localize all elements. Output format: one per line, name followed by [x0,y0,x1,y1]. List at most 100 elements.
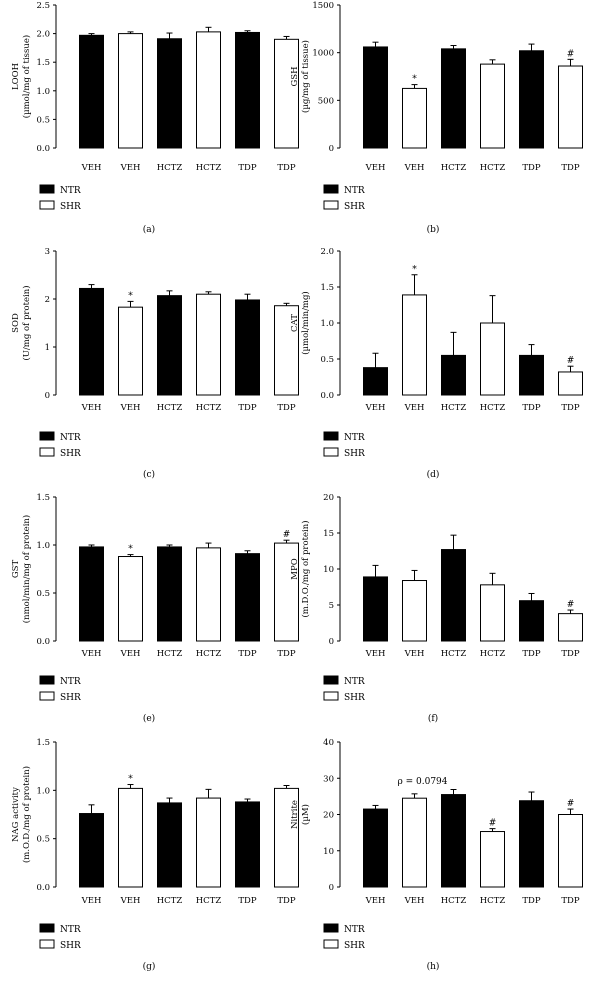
panel-label: (c) [143,469,155,480]
bar [441,354,466,396]
y-tick-label: 30 [323,774,334,784]
panel-label: (h) [427,961,440,972]
bar [274,542,299,642]
panel-label: (a) [143,224,155,235]
legend-swatch-ntr [39,184,55,194]
bar [235,31,260,149]
x-tick-label: TDP [522,403,540,413]
bar [118,556,143,642]
x-tick-label: VEH [81,649,102,659]
x-tick-label: TDP [522,649,540,659]
x-tick-label: TDP [277,649,295,659]
y-tick-label: 0.0 [36,637,50,647]
y-tick-label: 0.5 [36,115,50,125]
panel-label: (f) [428,713,438,724]
x-tick-label: TDP [277,403,295,413]
y-tick-label: 0.5 [36,589,50,599]
bar [157,802,182,888]
legend-swatch-ntr [39,675,55,685]
y-tick-label: 1.5 [36,493,50,503]
legend-swatch-ntr [323,184,339,194]
significance-mark: * [412,75,417,85]
y-tick-label: 1.5 [36,58,50,68]
bar [441,794,466,888]
bar [402,580,427,642]
bar [235,553,260,642]
x-tick-label: TDP [277,163,295,173]
y-tick-label: 1.0 [320,319,334,329]
x-tick-label: VEH [404,403,425,413]
legend-label-shr: SHR [344,449,365,459]
y-tick-label: 0.0 [320,391,334,401]
x-tick-label: VEH [365,403,386,413]
legend-label-shr: SHR [60,449,81,459]
y-tick-label: 0.0 [36,883,50,893]
x-tick-label: TDP [238,163,256,173]
x-tick-label: HCTZ [441,403,467,413]
bar [480,584,505,642]
legend-swatch-shr [39,939,55,949]
bar [235,801,260,888]
y-axis-label: MPO [290,558,300,579]
x-tick-label: HCTZ [480,403,506,413]
legend-swatch-shr [39,200,55,210]
bar [402,87,427,149]
legend-swatch-shr [39,691,55,701]
x-tick-label: VEH [404,163,425,173]
x-tick-label: HCTZ [157,403,183,413]
y-tick-label: 0 [329,883,334,893]
x-tick-label: VEH [120,163,141,173]
bar [196,293,221,396]
legend-label-shr: SHR [60,693,81,703]
chart-panel-e: 0.0 0.5 1.0 1.5 GST (nmol/min/mg of protein) V… [11,493,299,724]
chart-panel-b: 0 500 1000 1500 GSH (µg/mg of tissue) VEH * VEH H… [290,1,583,235]
legend-label-shr: SHR [344,693,365,703]
y-axis-label: SOD [11,313,21,333]
x-tick-label: HCTZ [480,163,506,173]
bar [480,322,505,396]
y-axis-unit-label: (m.O.D./mg of protein) [21,766,32,863]
x-tick-label: TDP [277,896,295,906]
legend-swatch-ntr [39,923,55,933]
p-value-annotation: ρ = 0.0794 [397,777,447,787]
x-tick-label: VEH [120,896,141,906]
x-tick-label: TDP [561,896,579,906]
bar [519,50,544,149]
significance-mark: # [567,49,575,59]
y-axis-label: NAG activity [11,787,21,842]
bar [558,371,583,396]
y-tick-label: 20 [323,811,334,821]
x-tick-label: HCTZ [157,649,183,659]
bar [157,38,182,149]
y-tick-label: 5 [329,601,334,611]
panel-label: (b) [427,224,440,235]
bar [235,299,260,396]
legend-label-shr: SHR [60,202,81,212]
bar [558,613,583,642]
x-tick-label: HCTZ [157,163,183,173]
panel-label: (d) [427,469,440,480]
y-tick-label: 40 [323,738,334,748]
y-tick-label: 1.0 [36,786,50,796]
x-tick-label: HCTZ [441,896,467,906]
bar [402,797,427,888]
bar [79,34,104,149]
bar [196,31,221,149]
legend-swatch-ntr [323,675,339,685]
y-tick-label: 500 [318,96,334,106]
bar [274,38,299,149]
y-tick-label: 2.5 [36,1,50,11]
legend-label-shr: SHR [60,941,81,951]
y-tick-label: 0 [329,144,334,154]
significance-mark: # [567,600,575,610]
bar [519,600,544,642]
bar [519,800,544,888]
y-axis-label: GST [11,560,21,579]
x-tick-label: HCTZ [441,649,467,659]
y-axis-unit-label: (µmol/mg of tissue) [21,35,32,118]
y-axis-unit-label: (m.D.O./mg of protein) [300,520,311,617]
bar [196,547,221,642]
bar [79,546,104,642]
x-tick-label: VEH [365,649,386,659]
bar [558,814,583,888]
